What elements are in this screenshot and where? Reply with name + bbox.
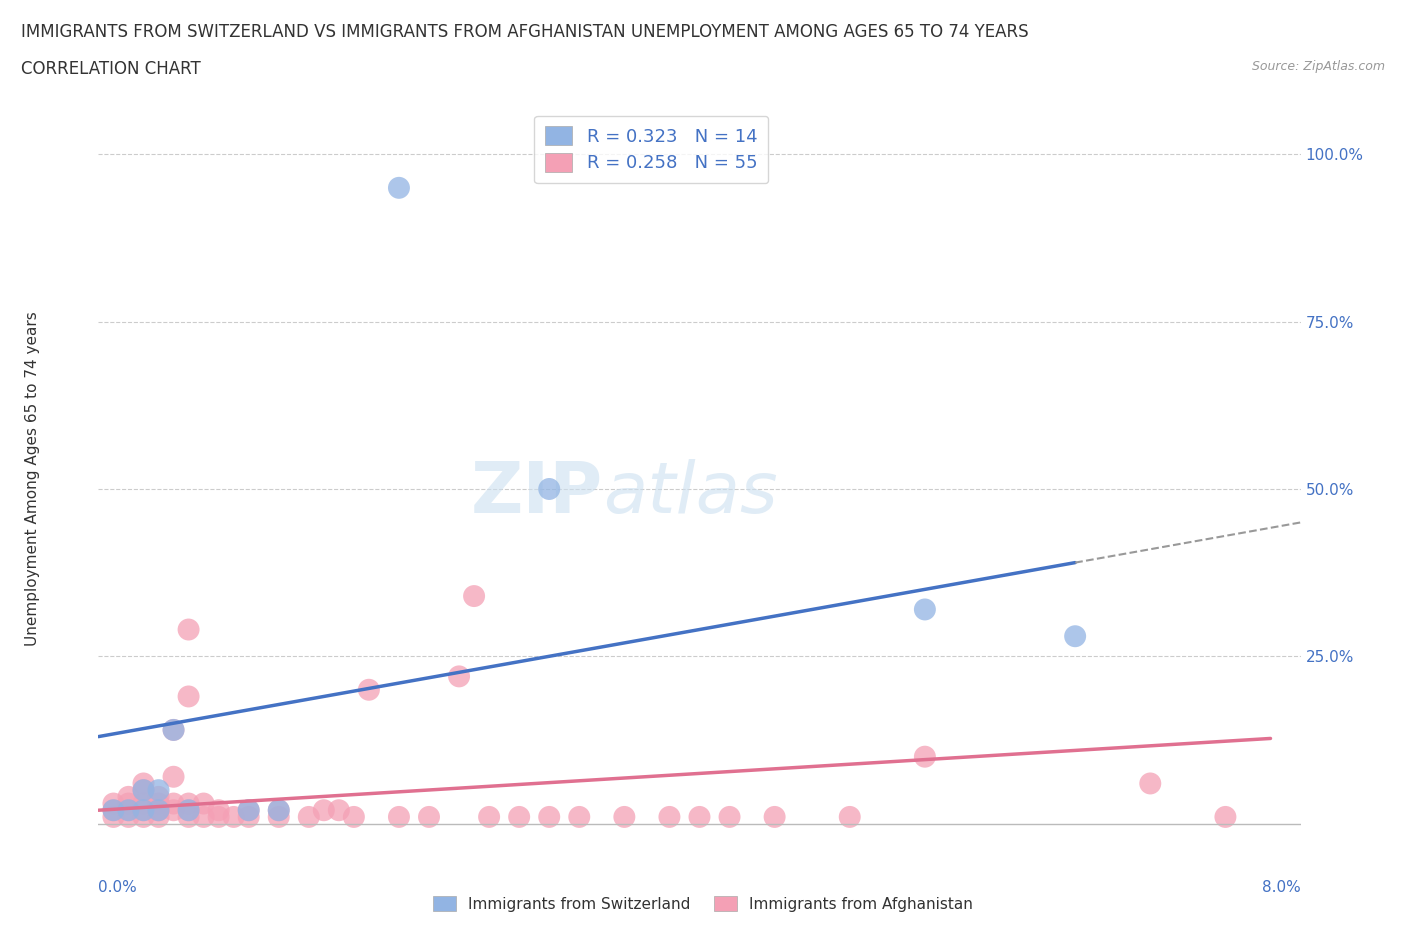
Point [162,769,184,784]
Point [193,809,215,824]
Point [447,669,470,684]
Point [103,803,125,817]
Point [148,803,170,817]
Point [132,783,155,798]
Point [177,796,200,811]
Text: 8.0%: 8.0% [1261,880,1301,895]
Point [162,796,184,811]
Point [838,809,860,824]
Legend: Immigrants from Switzerland, Immigrants from Afghanistan: Immigrants from Switzerland, Immigrants … [427,889,979,918]
Point [177,803,200,817]
Point [298,809,321,824]
Point [418,809,440,824]
Point [162,723,184,737]
Point [117,803,139,817]
Point [238,803,260,817]
Point [357,683,380,698]
Point [388,809,411,824]
Point [478,809,501,824]
Point [267,809,290,824]
Text: 0.0%: 0.0% [98,880,138,895]
Point [718,809,741,824]
Point [162,803,184,817]
Point [148,796,170,811]
Point [148,790,170,804]
Point [132,809,155,824]
Point [117,803,139,817]
Point [914,750,936,764]
Point [103,796,125,811]
Point [689,809,711,824]
Point [1215,809,1237,824]
Point [148,803,170,817]
Point [117,790,139,804]
Text: IMMIGRANTS FROM SWITZERLAND VS IMMIGRANTS FROM AFGHANISTAN UNEMPLOYMENT AMONG AG: IMMIGRANTS FROM SWITZERLAND VS IMMIGRANT… [21,23,1029,41]
Point [148,803,170,817]
Point [238,803,260,817]
Text: CORRELATION CHART: CORRELATION CHART [21,60,201,78]
Point [162,723,184,737]
Point [763,809,786,824]
Point [222,809,245,824]
Point [177,689,200,704]
Text: Unemployment Among Ages 65 to 74 years: Unemployment Among Ages 65 to 74 years [25,312,39,646]
Point [267,803,290,817]
Point [538,809,561,824]
Point [1064,629,1087,644]
Point [177,809,200,824]
Point [267,803,290,817]
Point [328,803,350,817]
Point [148,783,170,798]
Legend: R = 0.323   N = 14, R = 0.258   N = 55: R = 0.323 N = 14, R = 0.258 N = 55 [534,115,768,183]
Text: atlas: atlas [603,458,778,527]
Point [613,809,636,824]
Point [508,809,530,824]
Text: ZIP: ZIP [471,458,603,527]
Point [658,809,681,824]
Point [1139,776,1161,790]
Point [132,803,155,817]
Point [103,803,125,817]
Point [208,809,231,824]
Point [117,809,139,824]
Text: Source: ZipAtlas.com: Source: ZipAtlas.com [1251,60,1385,73]
Point [238,809,260,824]
Point [117,796,139,811]
Point [177,622,200,637]
Point [312,803,335,817]
Point [343,809,366,824]
Point [103,809,125,824]
Point [132,783,155,798]
Point [208,803,231,817]
Point [177,803,200,817]
Point [538,482,561,497]
Point [148,809,170,824]
Point [914,602,936,617]
Point [568,809,591,824]
Point [193,796,215,811]
Point [132,776,155,790]
Point [388,180,411,195]
Point [463,589,485,604]
Point [132,796,155,811]
Point [132,803,155,817]
